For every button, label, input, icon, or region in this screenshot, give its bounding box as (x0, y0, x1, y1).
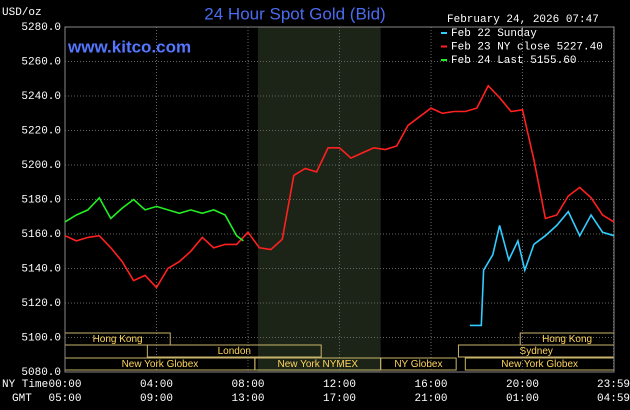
y-tick-label: 5220.0 (21, 125, 61, 137)
y-tick-label: 5140.0 (21, 263, 61, 275)
x-tick-label: 23:59 (597, 379, 630, 391)
legend-label: Feb 23 NY close 5227.40 (451, 41, 603, 53)
x-tick-label: 00:00 (48, 379, 81, 391)
chart-title: 24 Hour Spot Gold (Bid) (204, 4, 385, 23)
legend-label: Feb 22 Sunday (451, 28, 537, 40)
session-label: New York Globex (122, 359, 199, 370)
legend-label: Feb 24 Last 5155.60 (451, 55, 576, 67)
session-label: New York Globex (501, 359, 578, 370)
session-label: Hong Kong (93, 334, 143, 345)
y-tick-label: 5280.0 (21, 22, 61, 34)
gmt-tick-label: 17:00 (323, 393, 356, 405)
plot-frame (64, 26, 615, 373)
session-label: New York NYMEX (277, 359, 358, 370)
y-axis-label: USD/oz (2, 7, 42, 19)
x-tick-label: 20:00 (506, 379, 539, 391)
gmt-tick-label: 01:00 (506, 393, 539, 405)
x-tick-label: 16:00 (414, 379, 447, 391)
x-axis-label: GMT (12, 393, 32, 405)
y-tick-label: 5080.0 (21, 367, 61, 379)
series-line (64, 84, 615, 289)
session-label: London (218, 346, 251, 357)
gmt-tick-label: 05:00 (48, 393, 81, 405)
y-tick-label: 5200.0 (21, 160, 61, 172)
gmt-tick-label: 04:59 (597, 393, 630, 405)
timestamp: February 24, 2026 07:47 (447, 14, 599, 26)
session-label: Sydney (520, 346, 553, 357)
y-tick-label: 5100.0 (21, 332, 61, 344)
session-label: NY Globex (394, 359, 442, 370)
x-tick-label: 04:00 (140, 379, 173, 391)
x-tick-label: 08:00 (231, 379, 264, 391)
y-tick-label: 5180.0 (21, 194, 61, 206)
y-tick-label: 5160.0 (21, 229, 61, 241)
y-tick-label: 5260.0 (21, 56, 61, 68)
y-tick-label: 5240.0 (21, 91, 61, 103)
y-tick-label: 5120.0 (21, 298, 61, 310)
gmt-tick-label: 13:00 (231, 393, 264, 405)
x-axis-label: NY Time (2, 379, 48, 391)
watermark: www.kitco.com (67, 37, 191, 56)
x-tick-label: 12:00 (323, 379, 356, 391)
session-label: Hong Kong (542, 334, 592, 345)
series-line (64, 196, 244, 242)
gmt-tick-label: 21:00 (414, 393, 447, 405)
gmt-tick-label: 09:00 (140, 393, 173, 405)
series-line (469, 210, 615, 327)
session-band (380, 357, 457, 371)
session-band (146, 344, 322, 358)
